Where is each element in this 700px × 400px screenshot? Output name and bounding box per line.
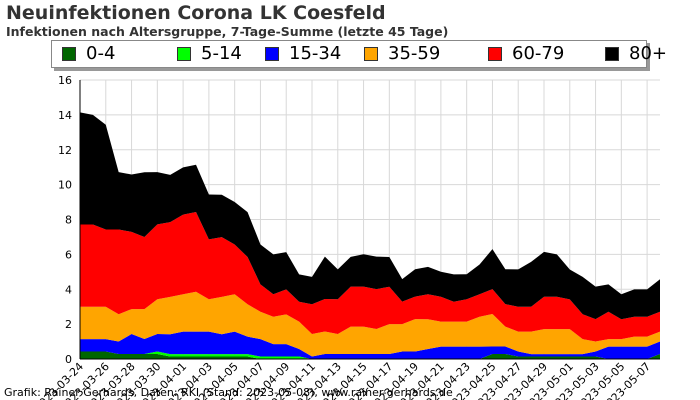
area-series-60-79 — [80, 212, 660, 342]
y-tick-labels: 0 2 4 6 8 10 12 14 16 — [58, 74, 72, 366]
y-tick-label: 16 — [58, 74, 72, 87]
legend-label: 15-34 — [289, 43, 342, 64]
y-tick-label: 2 — [65, 318, 72, 331]
y-tick-label: 4 — [65, 283, 72, 296]
chart-title: Neuinfektionen Corona LK Coesfeld — [6, 2, 386, 24]
legend-swatch — [265, 47, 279, 61]
legend-label: 60-79 — [512, 43, 565, 64]
y-tick-label: 8 — [65, 214, 72, 227]
legend-swatch — [62, 47, 76, 61]
y-tick-label: 12 — [58, 144, 72, 157]
y-tick-label: 0 — [65, 353, 72, 366]
legend-swatch — [177, 47, 191, 61]
footer-credit: Grafik: Rainer Gerhards, Daten: RKI (Sta… — [4, 386, 453, 399]
legend-label: 35-59 — [388, 43, 441, 64]
legend-label: 80+ — [629, 43, 667, 64]
area-series-0-4 — [80, 351, 660, 359]
legend-swatch — [605, 47, 619, 61]
area-series-5-14 — [80, 351, 660, 359]
legend: 0-4 5-14 15-34 35-59 60-79 80+ — [51, 40, 667, 68]
y-tick-label: 10 — [58, 179, 72, 192]
y-tick-label: 14 — [58, 109, 72, 122]
area-series-15-34 — [80, 331, 660, 359]
chart-subtitle: Infektionen nach Altersgruppe, 7-Tage-Su… — [6, 24, 449, 39]
legend-label: 5-14 — [201, 43, 242, 64]
area-series-35-59 — [80, 291, 660, 357]
y-tick-label: 6 — [65, 248, 72, 261]
area-series-80+ — [80, 112, 660, 320]
series-areas — [80, 112, 660, 359]
legend-swatch — [364, 47, 378, 61]
legend-swatch — [488, 47, 502, 61]
legend-label: 0-4 — [86, 43, 116, 64]
